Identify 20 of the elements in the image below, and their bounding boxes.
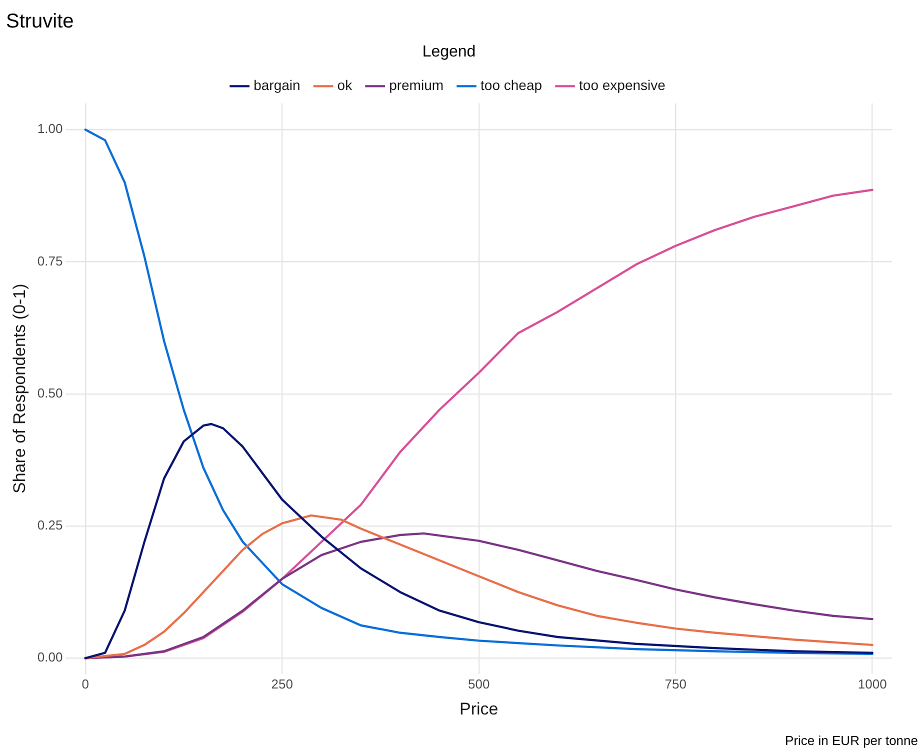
y-tick-label: 0.75 <box>37 253 63 268</box>
y-axis-title: Share of Respondents (0-1) <box>10 284 29 494</box>
y-tick-label: 0.50 <box>37 385 63 400</box>
chart-title: Struvite <box>6 10 74 33</box>
x-tick-label: 500 <box>468 676 490 692</box>
legend-label: bargain <box>254 77 300 94</box>
legend-title: Legend <box>422 43 476 60</box>
x-tick-label: 0 <box>82 676 89 692</box>
legend-label: premium <box>389 77 444 94</box>
y-tick-label: 0.25 <box>37 518 63 533</box>
x-axis-title: Price <box>459 699 498 718</box>
y-tick-label: 0.00 <box>37 650 63 665</box>
legend-label: ok <box>337 77 354 94</box>
x-tick-label: 1000 <box>858 676 887 692</box>
text: Price in EUR per tonne <box>785 733 918 748</box>
x-tick-label: 750 <box>664 676 686 692</box>
legend-label: too expensive <box>579 77 666 94</box>
legend-label: too cheap <box>480 77 542 94</box>
x-tick-label: 250 <box>271 676 293 692</box>
y-tick-label: 1.00 <box>37 121 63 136</box>
